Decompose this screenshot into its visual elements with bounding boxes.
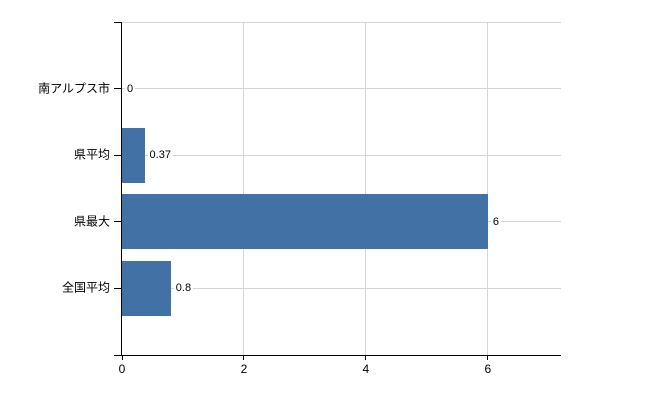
- x-gridline: [365, 22, 367, 355]
- y-axis-tick: [114, 221, 122, 223]
- plot-top-gridline: [122, 22, 561, 23]
- x-axis-tick-label: 2: [240, 362, 248, 376]
- bar: [122, 260, 171, 316]
- bar-value-label: 0: [125, 81, 136, 96]
- bar-value-label: 6: [490, 214, 501, 229]
- bar-value-label: 0.8: [173, 281, 194, 296]
- category-gridline: [122, 287, 561, 289]
- x-gridline: [243, 22, 245, 355]
- y-axis-tick: [114, 354, 122, 356]
- category-gridline: [122, 154, 561, 156]
- x-axis-tick-label: 6: [484, 362, 492, 376]
- category-label: 県最大: [73, 214, 110, 229]
- x-gridline: [487, 22, 489, 355]
- category-label: 県平均: [73, 147, 110, 162]
- y-axis-tick: [114, 154, 122, 156]
- category-gridline: [122, 88, 561, 90]
- bar-value-label: 0.37: [147, 148, 173, 163]
- x-axis-tick-label: 4: [362, 362, 370, 376]
- x-axis-tick: [243, 355, 245, 360]
- x-axis-tick: [487, 355, 489, 360]
- bar: [122, 127, 145, 183]
- category-label: 全国平均: [61, 280, 110, 295]
- y-axis-tick: [114, 88, 122, 90]
- x-axis-tick-label: 0: [118, 362, 126, 376]
- y-axis-tick: [114, 287, 122, 289]
- x-axis-tick: [365, 355, 367, 360]
- bar: [122, 194, 488, 250]
- x-axis-tick: [121, 355, 123, 360]
- y-axis-tick: [114, 21, 122, 23]
- plot-area: 0 2 4 6 0 南アルプス市 0.37 県平均 6 県最大 0.8 全国平均: [38, 21, 561, 376]
- category-label: 南アルプス市: [38, 81, 110, 96]
